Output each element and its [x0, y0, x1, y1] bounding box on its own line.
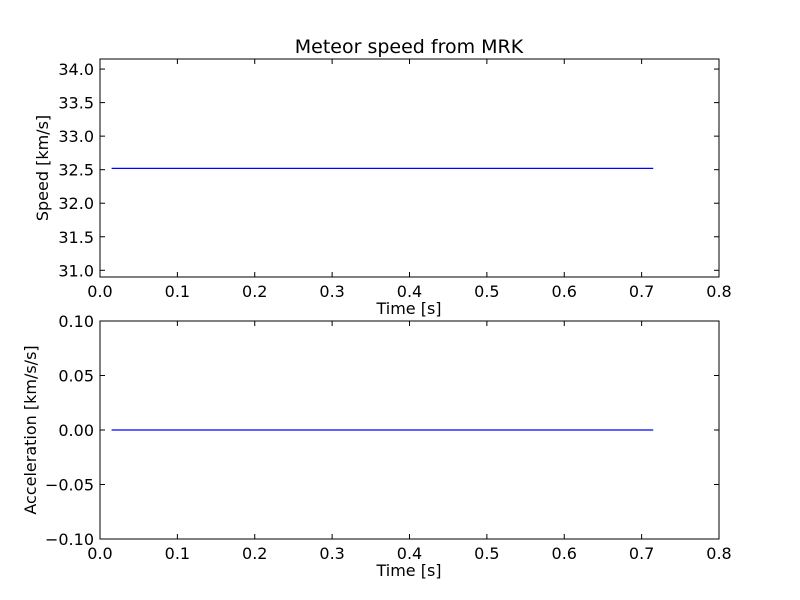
speed-x-tick-label: 0.0 [87, 282, 112, 301]
speed-y-axis-label: Speed [km/s] [33, 115, 52, 221]
acceleration-y-tick-label: 0.05 [58, 367, 94, 386]
speed-chart: Meteor speed from MRK 0.0 0.1 0.2 0.3 0.4 0.5… [33, 36, 732, 318]
acceleration-x-tick-label: 0.4 [397, 544, 422, 563]
acceleration-y-tick-label: −0.10 [45, 530, 94, 549]
speed-x-ticks: 0.0 0.1 0.2 0.3 0.4 0.5 0.6 0.7 0.8 [87, 59, 732, 301]
acceleration-x-tick-label: 0.5 [474, 544, 499, 563]
speed-x-tick-label: 0.2 [242, 282, 267, 301]
speed-x-tick-label: 0.1 [165, 282, 190, 301]
speed-chart-title: Meteor speed from MRK [295, 36, 524, 58]
speed-y-ticks: 31.0 31.5 32.0 32.5 33.0 33.5 34.0 [58, 60, 719, 280]
speed-x-tick-label: 0.7 [629, 282, 654, 301]
acceleration-y-axis-label: Acceleration [km/s/s] [21, 345, 40, 514]
acceleration-y-tick-label: 0.00 [58, 421, 94, 440]
acceleration-x-tick-label: 0.7 [629, 544, 654, 563]
acceleration-x-tick-label: 0.3 [319, 544, 344, 563]
speed-x-axis-label: Time [s] [375, 299, 441, 318]
speed-y-tick-label: 31.0 [58, 261, 94, 280]
acceleration-plot-frame [99, 320, 720, 540]
speed-y-tick-label: 33.0 [58, 127, 94, 146]
acceleration-chart: 0.0 0.1 0.2 0.3 0.4 0.5 0.6 0.7 0.8 −0.10−0.050.… [21, 312, 732, 580]
acceleration-x-tick-label: 0.2 [242, 544, 267, 563]
speed-y-tick-label: 32.5 [58, 161, 94, 180]
acceleration-y-tick-label: −0.05 [45, 476, 94, 495]
acceleration-x-tick-label: 0.0 [87, 544, 112, 563]
speed-x-tick-label: 0.5 [474, 282, 499, 301]
acceleration-x-tick-label: 0.6 [552, 544, 577, 563]
speed-x-tick-label: 0.3 [319, 282, 344, 301]
acceleration-x-ticks: 0.0 0.1 0.2 0.3 0.4 0.5 0.6 0.7 0.8 [87, 321, 732, 563]
speed-x-tick-label: 0.6 [552, 282, 577, 301]
speed-y-tick-label: 33.5 [58, 94, 94, 113]
speed-x-tick-label: 0.8 [706, 282, 731, 301]
acceleration-x-tick-label: 0.1 [165, 544, 190, 563]
speed-x-tick-label: 0.4 [397, 282, 422, 301]
speed-y-tick-label: 31.5 [58, 228, 94, 247]
speed-plot-frame [99, 58, 720, 278]
speed-y-tick-label: 32.0 [58, 194, 94, 213]
acceleration-y-tick-label: 0.10 [58, 312, 94, 331]
acceleration-x-tick-label: 0.8 [706, 544, 731, 563]
speed-y-tick-label: 34.0 [58, 60, 94, 79]
acceleration-x-axis-label: Time [s] [375, 561, 441, 580]
